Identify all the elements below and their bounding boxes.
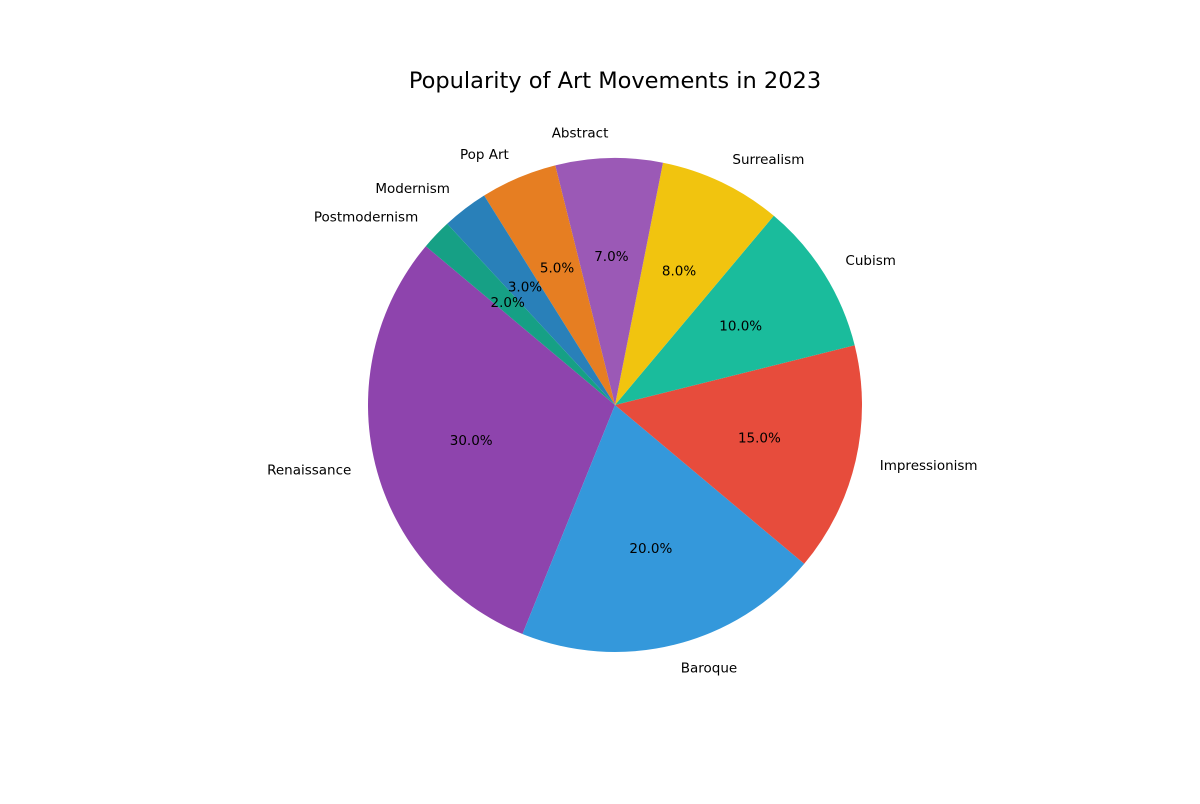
pie-slice-baroque bbox=[522, 405, 805, 652]
pie-slice-cubism bbox=[615, 215, 855, 405]
slice-labels-layer: Renaissance Baroque Impressionism Cubism Sur… bbox=[267, 125, 978, 676]
pie-slice-renaissance bbox=[368, 246, 615, 635]
slice-label-renaissance: Renaissance bbox=[267, 463, 351, 479]
pie-slice-modernism bbox=[447, 195, 615, 405]
slice-label-postmodernism: Postmodernism bbox=[314, 210, 418, 226]
percent-label-postmodernism: 2.0% bbox=[491, 295, 525, 311]
pie-slice-pop-art bbox=[484, 165, 615, 405]
percent-label-baroque: 20.0% bbox=[629, 541, 672, 557]
pie-slice-surrealism bbox=[615, 162, 774, 405]
slice-label-modernism: Modernism bbox=[375, 181, 450, 197]
percent-label-pop-art: 5.0% bbox=[540, 261, 574, 277]
slice-label-cubism: Cubism bbox=[845, 253, 896, 269]
percent-label-surrealism: 8.0% bbox=[662, 263, 696, 279]
percent-label-abstract: 7.0% bbox=[594, 249, 628, 265]
percent-labels-layer: 30.0% 20.0% 15.0% 10.0% 8.0% 7.0% 5.0% 3.0%2.0% bbox=[450, 249, 781, 557]
percent-label-impressionism: 15.0% bbox=[738, 430, 781, 446]
chart-title: Popularity of Art Movements in 2023 bbox=[409, 68, 821, 94]
slice-label-surrealism: Surrealism bbox=[732, 152, 804, 168]
slice-label-pop-art: Pop Art bbox=[460, 147, 509, 163]
percent-label-renaissance: 30.0% bbox=[450, 433, 493, 449]
pie-slice-postmodernism bbox=[425, 223, 615, 405]
percent-label-cubism: 10.0% bbox=[719, 318, 762, 334]
slices-layer bbox=[368, 157, 862, 652]
slice-label-abstract: Abstract bbox=[552, 125, 609, 141]
slice-label-impressionism: Impressionism bbox=[880, 458, 978, 474]
slice-label-baroque: Baroque bbox=[681, 661, 737, 677]
pie-slice-impressionism bbox=[615, 345, 862, 564]
pie-slice-abstract bbox=[555, 157, 663, 405]
percent-label-modernism: 3.0% bbox=[508, 279, 542, 295]
